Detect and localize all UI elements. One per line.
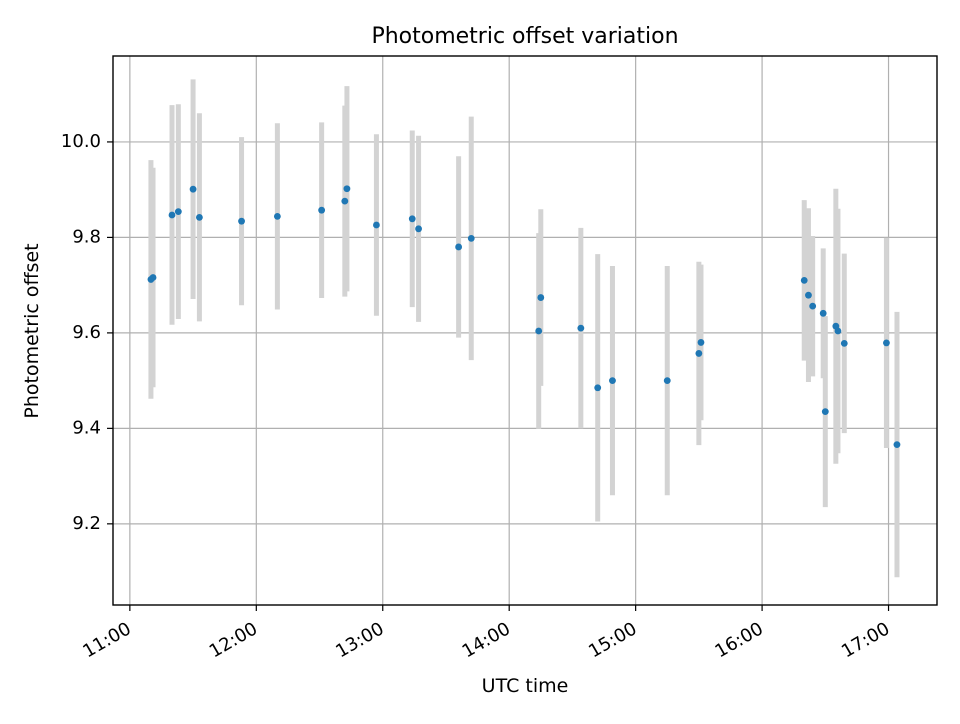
data-point — [415, 225, 422, 233]
grid-lines — [113, 56, 937, 605]
data-point — [695, 350, 703, 357]
x-axis-label: UTC time — [482, 675, 569, 697]
data-point — [805, 291, 812, 299]
data-point — [196, 213, 203, 221]
data-point — [800, 276, 808, 284]
data-point — [168, 211, 176, 219]
data-point — [535, 327, 543, 335]
y-tick-label: 9.6 — [72, 322, 101, 343]
data-point — [663, 377, 671, 385]
data-point — [343, 185, 351, 193]
data-point — [893, 441, 901, 448]
data-point — [341, 197, 349, 205]
data-point — [609, 377, 616, 385]
y-tick-label: 9.2 — [72, 513, 101, 534]
data-point — [819, 309, 827, 317]
data-point — [189, 185, 197, 193]
data-point — [408, 215, 416, 223]
data-point — [577, 324, 585, 332]
y-tick-label: 10.0 — [61, 131, 101, 152]
chart-title: Photometric offset variation — [371, 24, 678, 49]
data-point — [697, 339, 705, 346]
data-point — [537, 294, 545, 301]
data-point — [821, 408, 829, 416]
data-point — [834, 327, 842, 335]
data-point — [840, 339, 848, 347]
data-points — [147, 185, 901, 448]
data-point — [273, 213, 281, 220]
data-point — [174, 208, 182, 216]
data-point — [373, 221, 380, 229]
plot-frame — [112, 55, 938, 606]
data-point — [883, 339, 890, 347]
y-tick-label: 9.8 — [72, 226, 101, 247]
data-point — [809, 302, 817, 310]
data-point — [594, 384, 602, 392]
data-point — [238, 217, 245, 225]
data-point — [149, 274, 157, 281]
data-point — [467, 234, 475, 242]
y-axis-ticks: 9.2 9.4 9.6 9.8 10.0 — [61, 131, 113, 534]
y-axis-label: Photometric offset — [21, 243, 43, 418]
y-tick-label: 9.4 — [72, 417, 101, 438]
data-point — [318, 206, 326, 214]
data-point — [455, 243, 463, 251]
